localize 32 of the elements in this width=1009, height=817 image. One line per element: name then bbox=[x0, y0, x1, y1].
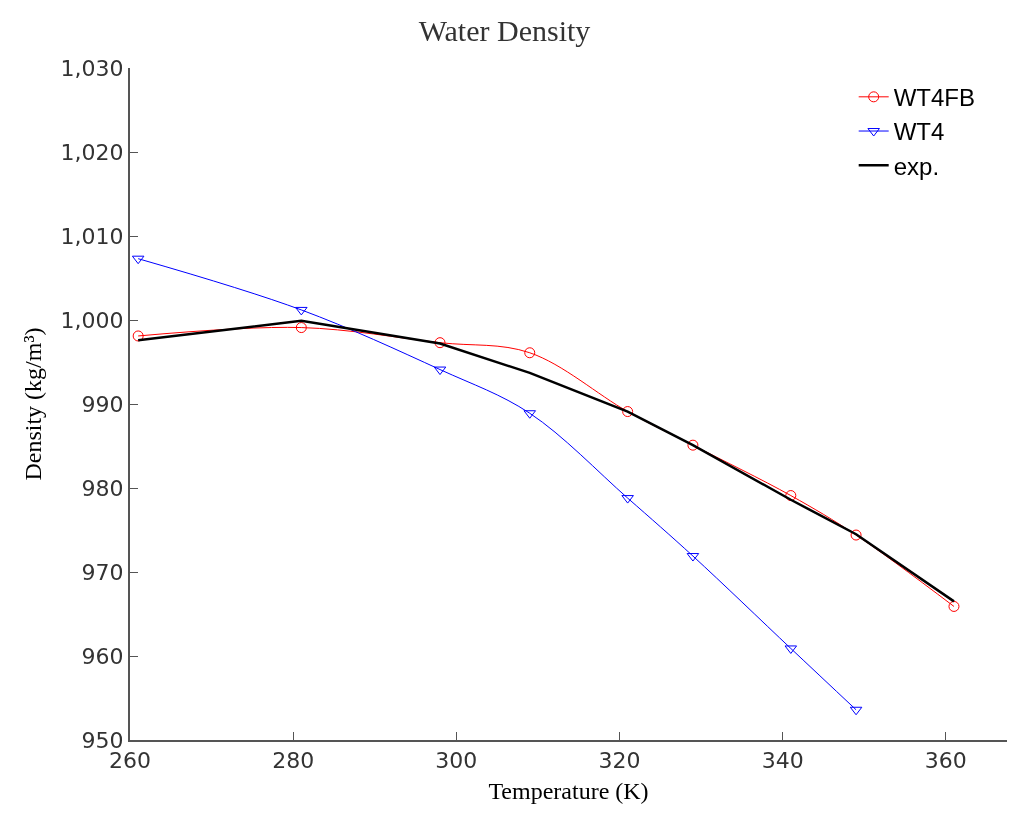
point bbox=[132, 330, 144, 342]
y-tick-label: 990 bbox=[81, 391, 124, 417]
point bbox=[433, 366, 447, 376]
point bbox=[524, 347, 536, 359]
y-tick-label: 960 bbox=[81, 643, 124, 669]
x-tick-label: 340 bbox=[761, 748, 804, 774]
point bbox=[850, 529, 862, 541]
y-axis-title: Density (kg/m³) bbox=[20, 327, 47, 481]
x-tick-label: 320 bbox=[598, 748, 641, 774]
x-tick-label: 360 bbox=[924, 748, 967, 774]
y-tick-label: 970 bbox=[81, 559, 124, 585]
point bbox=[687, 439, 699, 451]
point bbox=[849, 706, 863, 716]
point bbox=[131, 255, 145, 265]
y-tick-label: 1,020 bbox=[60, 139, 124, 165]
y-tick-label: 1,010 bbox=[60, 223, 124, 249]
point bbox=[948, 600, 960, 612]
point bbox=[622, 406, 634, 418]
point bbox=[434, 337, 446, 349]
legend-label: WT4 bbox=[893, 118, 945, 146]
y-tick-label: 1,030 bbox=[60, 55, 124, 81]
point bbox=[295, 306, 308, 316]
x-axis-title: Temperature (K) bbox=[488, 778, 649, 805]
point bbox=[785, 490, 797, 502]
y-tick-label: 980 bbox=[81, 475, 124, 501]
y-tick-label: 1,000 bbox=[60, 307, 124, 333]
legend-label: exp. bbox=[893, 152, 940, 180]
x-tick-label: 280 bbox=[272, 748, 315, 774]
x-tick-label: 300 bbox=[435, 748, 478, 774]
legend-label: WT4FB bbox=[893, 84, 976, 112]
point bbox=[295, 322, 307, 334]
chart-title: Water Density bbox=[418, 14, 591, 48]
